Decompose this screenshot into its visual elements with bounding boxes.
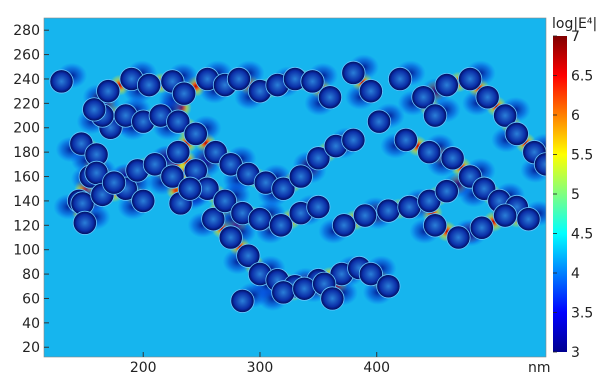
y-tick-label: 280 — [13, 23, 40, 39]
nanoparticle — [142, 152, 167, 177]
colorbar-tick-label: 4.5 — [571, 227, 593, 243]
colorbar-tick-label: 4 — [571, 266, 580, 282]
colorbar-tick-label: 5 — [571, 187, 580, 203]
nanoparticle — [376, 198, 401, 223]
nanoparticle — [230, 288, 255, 313]
nanoparticle — [183, 121, 208, 146]
nanoparticle — [177, 176, 203, 201]
y-tick-label: 240 — [13, 72, 40, 88]
nanoparticle — [320, 286, 345, 311]
colorbar-tick-label: 6 — [571, 108, 580, 124]
y-axis: 20 40 60 80 100 120 140 160 180 200 220 240 260 280 — [13, 23, 49, 356]
nanoparticle — [411, 85, 436, 110]
nanoparticle — [166, 109, 191, 134]
nanoparticle — [101, 170, 127, 195]
y-tick-label: 220 — [13, 96, 40, 112]
colorbar-tick-label: 3 — [571, 345, 580, 361]
colorbar-title: log|E⁴| — [552, 16, 597, 32]
nanoparticle — [300, 69, 325, 94]
colorbar-tick-label: 5.5 — [571, 148, 593, 164]
nanoparticle — [288, 164, 313, 189]
colorbar-ticks: 3 3.5 4 4.5 5 5.5 6 6.5 7 — [553, 29, 593, 361]
nanoparticle — [417, 140, 442, 165]
nanoparticle — [317, 85, 343, 110]
nanoparticle — [49, 69, 74, 94]
nanoparticle — [136, 72, 162, 98]
nanoparticle — [271, 176, 296, 201]
x-tick-label: 300 — [247, 360, 274, 376]
y-tick-label: 100 — [13, 243, 40, 259]
nanoparticle — [306, 146, 331, 171]
y-tick-label: 40 — [22, 316, 40, 332]
nanoparticle — [434, 72, 459, 98]
x-axis: 200 300 400 — [130, 352, 390, 376]
nanoparticle — [434, 179, 459, 204]
nanoparticle — [201, 207, 226, 232]
nanoparticle — [366, 109, 392, 134]
nanoparticle — [212, 188, 238, 213]
particle-layer — [49, 60, 546, 313]
plot-frame — [43, 17, 547, 358]
nanoparticle — [72, 210, 97, 235]
nanoparticle — [516, 207, 541, 232]
colorbar-tick-label: 6.5 — [571, 69, 593, 85]
nanoparticle — [376, 274, 401, 299]
y-tick-label: 160 — [13, 170, 40, 186]
nanoparticle — [504, 121, 529, 146]
nanoparticle — [271, 280, 296, 305]
nanoparticle — [458, 66, 483, 92]
nanoparticle — [172, 81, 197, 106]
plot-area — [44, 18, 546, 357]
nanoparticle — [166, 140, 191, 165]
nanoparticle — [493, 203, 518, 228]
nanoparticle — [352, 203, 378, 228]
nanoparticle — [292, 276, 317, 301]
nanoparticle — [358, 79, 383, 104]
nanoparticle — [226, 66, 252, 92]
nanoparticle — [393, 127, 418, 153]
colorbar: log|E⁴| 3 3.5 4 4.5 5 5.5 6 6.5 7 — [552, 16, 597, 361]
nanoparticle — [423, 103, 448, 128]
nanoparticle — [247, 207, 273, 232]
nanoparticle — [440, 146, 465, 171]
y-tick-label: 20 — [22, 340, 40, 356]
nanoparticle — [96, 79, 121, 104]
y-tick-label: 60 — [22, 291, 40, 307]
x-unit-label: nm — [528, 360, 551, 376]
nanoparticle — [331, 213, 357, 238]
y-tick-label: 140 — [13, 194, 40, 210]
nanoparticle — [423, 213, 448, 238]
x-tick-label: 400 — [363, 360, 390, 376]
nanoparticle — [469, 215, 494, 240]
nanoparticle — [160, 164, 185, 189]
nanoparticle — [475, 85, 500, 110]
nanoparticle — [82, 97, 107, 122]
nanoparticle — [493, 103, 518, 128]
y-tick-label: 200 — [13, 121, 40, 137]
nanoparticle — [358, 262, 383, 287]
nanoparticle — [341, 127, 366, 153]
nanoparticle — [446, 225, 471, 250]
nanoparticle — [131, 188, 156, 213]
y-tick-label: 180 — [13, 145, 40, 161]
nanoparticle — [341, 60, 366, 85]
y-tick-label: 80 — [22, 267, 40, 283]
nanoparticle — [268, 213, 294, 238]
y-tick-label: 120 — [13, 218, 40, 234]
nanoparticle — [306, 194, 331, 220]
nanoparticle — [236, 243, 261, 268]
nanoparticle — [218, 225, 243, 250]
colorbar-tick-label: 7 — [571, 29, 580, 45]
y-tick-label: 260 — [13, 48, 40, 64]
nanoparticle — [387, 66, 413, 92]
x-tick-label: 200 — [130, 360, 157, 376]
colorbar-tick-label: 3.5 — [571, 306, 593, 322]
